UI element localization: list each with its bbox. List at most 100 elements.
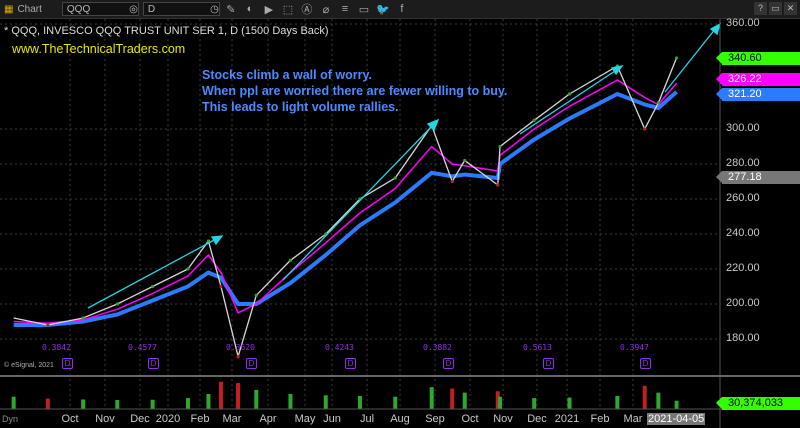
line-tool-icon[interactable]: ◐ <box>246 3 254 15</box>
symbol-input[interactable]: QQQ ◎ <box>61 2 139 16</box>
volume-bar <box>81 399 86 409</box>
volume-bar <box>567 397 572 409</box>
volume-bar <box>45 398 50 409</box>
price-point <box>254 293 258 297</box>
interval-input[interactable]: D ◷ <box>142 2 220 16</box>
dividend-icon[interactable]: D <box>443 358 454 369</box>
facebook-icon[interactable]: f <box>400 3 404 15</box>
x-tick-label: Nov <box>95 413 115 425</box>
price-point <box>393 176 397 180</box>
dividend-icon[interactable]: D <box>543 358 554 369</box>
annotation-text: Stocks climb a wall of worry. When ppl a… <box>202 68 508 114</box>
chart-app-icon: ▦ <box>4 3 14 15</box>
current-date-label: 2021-04-05 <box>647 413 706 425</box>
series-line-2 <box>13 90 678 327</box>
price-point <box>498 144 502 149</box>
volume-bar <box>115 400 120 409</box>
dividend-label: 0.4243 <box>325 343 354 352</box>
series-lines <box>13 56 679 359</box>
volume-bar <box>532 398 537 409</box>
dividend-icon[interactable]: D <box>345 358 356 369</box>
y-tick-label: 220.00 <box>726 262 760 274</box>
series-line-1 <box>13 79 678 325</box>
x-tick-label: Jun <box>323 413 341 425</box>
dividend-label: 0.3842 <box>42 343 71 352</box>
x-tick-label: Nov <box>493 413 513 425</box>
volume-bar <box>393 396 398 409</box>
y-tick-label: 280.00 <box>726 157 760 169</box>
toolbar: ▦ Chart QQQ ◎ D ◷ ✎ ◐ ▶ ⬚ Ⓐ ⌀ ≡ ▭ 🐦 f ? ▭ ✕ <box>0 0 800 19</box>
price-chart[interactable] <box>0 19 800 428</box>
x-tick-label: Dec <box>130 413 150 425</box>
y-tick-label: 360.00 <box>726 17 760 29</box>
cursor-icon[interactable]: ⬚ <box>282 3 294 16</box>
arrow-head <box>426 118 440 132</box>
restore-button[interactable]: ▭ <box>769 2 782 15</box>
volume-bar <box>450 388 455 409</box>
volume-bar <box>236 383 241 409</box>
price-tag: 326.22 <box>716 73 800 86</box>
dividend-label: 0.3947 <box>620 343 649 352</box>
interval-clock-icon[interactable]: ◷ <box>210 3 219 15</box>
price-point <box>450 179 454 184</box>
dividend-icon[interactable]: D <box>246 358 257 369</box>
price-point <box>643 127 647 131</box>
symbol-search-icon[interactable]: ◎ <box>129 3 138 15</box>
x-tick-label: Apr <box>259 413 277 425</box>
volume-tag: 30,374,033 <box>716 397 800 410</box>
volume-bar <box>323 395 328 409</box>
pencil-icon[interactable]: ✎ <box>226 3 236 16</box>
price-point <box>186 267 190 271</box>
price-point <box>206 239 211 243</box>
volume-bar <box>185 398 190 409</box>
link-icon[interactable]: ⌀ <box>322 3 330 16</box>
price-point <box>151 284 155 289</box>
price-point <box>288 258 293 262</box>
comment-icon[interactable]: ▭ <box>358 3 370 16</box>
price-point <box>674 56 679 60</box>
x-tick-label: Oct <box>461 413 479 425</box>
dividend-label: 0.3882 <box>423 343 452 352</box>
dyn-toggle[interactable]: Dyn <box>2 414 19 424</box>
list-icon[interactable]: ≡ <box>341 3 349 15</box>
x-tick-label: Dec <box>527 413 547 425</box>
dividend-icon[interactable]: D <box>148 358 159 369</box>
volume-bar <box>498 396 503 409</box>
chart-header: * QQQ, INVESCO QQQ TRUST UNIT SER 1, D (… <box>4 25 329 37</box>
alert-icon[interactable]: Ⓐ <box>301 4 313 16</box>
help-button[interactable]: ? <box>754 2 767 15</box>
y-tick-label: 240.00 <box>726 227 760 239</box>
trend-arrow <box>519 68 619 135</box>
volume-bar <box>656 392 661 409</box>
trend-arrow <box>282 123 435 281</box>
volume-bar <box>254 389 259 409</box>
x-tick-label: Mar <box>623 413 643 425</box>
price-point <box>532 118 536 122</box>
volume-bars <box>11 381 679 409</box>
dividend-icon[interactable]: D <box>640 358 651 369</box>
y-tick-label: 200.00 <box>726 297 760 309</box>
twitter-icon[interactable]: 🐦 <box>376 3 390 16</box>
grid <box>0 19 720 409</box>
price-point <box>463 158 467 163</box>
dividend-icon[interactable]: D <box>62 358 73 369</box>
arrow-head <box>610 65 624 76</box>
volume-bar <box>429 387 434 409</box>
x-tick-label: 2020 <box>155 413 181 425</box>
volume-bar <box>11 396 16 409</box>
dividend-label: 0.4577 <box>128 343 157 352</box>
arrow-head <box>210 235 224 246</box>
price-point <box>656 101 660 105</box>
volume-bar <box>495 391 500 409</box>
y-tick-label: 180.00 <box>726 332 760 344</box>
chart-window-title: ▦ Chart <box>4 3 42 15</box>
x-tick-label: Oct <box>61 413 79 425</box>
volume-bar <box>288 394 293 409</box>
close-button[interactable]: ✕ <box>784 2 797 15</box>
volume-bar <box>642 385 647 409</box>
x-tick-label: Feb <box>190 413 210 425</box>
price-point <box>219 284 223 289</box>
volume-bar <box>206 394 211 409</box>
play-icon[interactable]: ▶ <box>264 3 274 16</box>
y-tick-label: 260.00 <box>726 192 760 204</box>
